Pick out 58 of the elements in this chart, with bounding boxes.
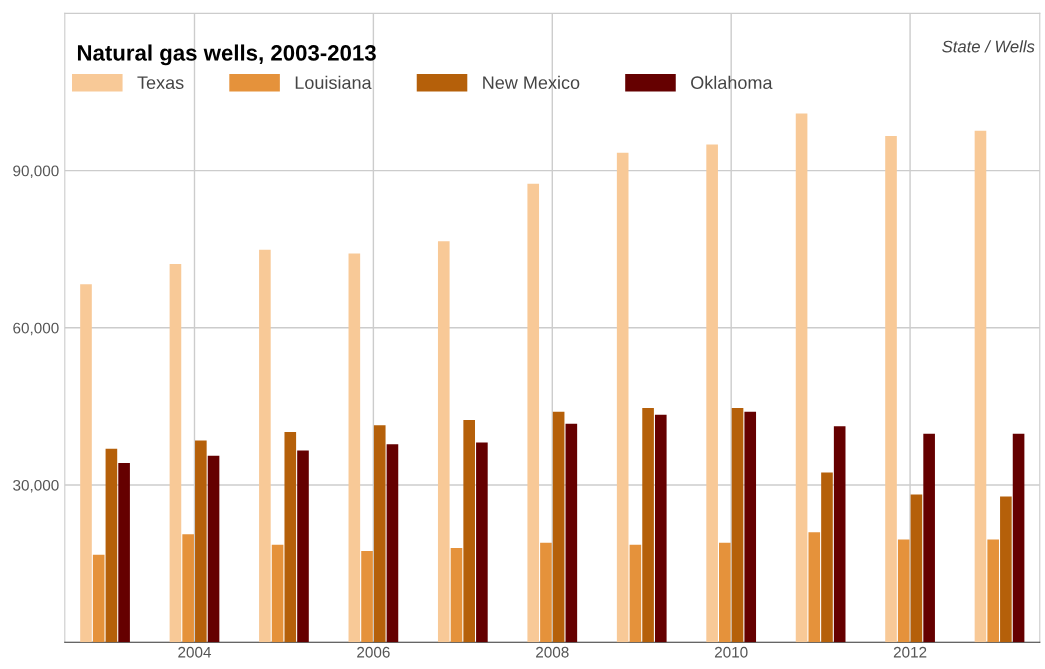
bar [348, 253, 361, 643]
bar [271, 544, 284, 643]
legend-label: Louisiana [295, 75, 372, 90]
bar [207, 455, 220, 643]
bar [361, 551, 373, 643]
bar [616, 152, 629, 643]
bar [1000, 496, 1012, 643]
bar [885, 136, 897, 643]
bar [821, 472, 833, 643]
bar [833, 426, 846, 643]
bar [195, 440, 207, 643]
bar [540, 542, 552, 643]
bar [974, 130, 987, 643]
bar [923, 433, 935, 643]
legend-label: Oklahoma [691, 75, 773, 90]
text: Natural gas wells, 2003-2013 [77, 44, 376, 66]
x-tick-label: 2012 [893, 646, 927, 658]
bar [565, 423, 578, 643]
bar [105, 448, 118, 643]
y-tick-label: 30,000 [13, 479, 59, 493]
x-tick-label: 2010 [714, 646, 748, 658]
bar [910, 494, 923, 643]
bar [437, 241, 450, 643]
bar [463, 420, 475, 643]
bar [987, 539, 999, 643]
bar [373, 425, 386, 643]
bar [386, 444, 399, 643]
x-tick-label: 2004 [178, 646, 212, 658]
bar [80, 284, 92, 643]
bar [92, 554, 105, 643]
bar [706, 144, 718, 643]
bar [719, 542, 731, 643]
bar [527, 183, 540, 643]
bar [182, 534, 194, 643]
bar [744, 411, 757, 643]
annotation: State / Wells [942, 40, 1035, 53]
bar [795, 113, 808, 643]
bar [169, 263, 182, 643]
bar [297, 450, 309, 643]
bar [284, 432, 297, 643]
bar [552, 411, 565, 643]
bar [654, 414, 667, 643]
legend-label: New Mexico [483, 75, 580, 90]
bar [808, 532, 821, 643]
bar [731, 407, 744, 643]
bar [897, 539, 910, 643]
bar [259, 249, 271, 643]
bar [1012, 433, 1025, 643]
y-tick-label: 90,000 [13, 165, 59, 179]
bar [629, 544, 642, 643]
bar [450, 547, 463, 643]
y-tick-label: 60,000 [13, 322, 59, 336]
x-tick-label: 2006 [357, 646, 390, 658]
bar [642, 407, 654, 643]
legend-label: Texas [137, 76, 184, 90]
bar [118, 463, 130, 643]
x-tick-label: 2008 [536, 646, 569, 658]
bar [476, 442, 488, 643]
